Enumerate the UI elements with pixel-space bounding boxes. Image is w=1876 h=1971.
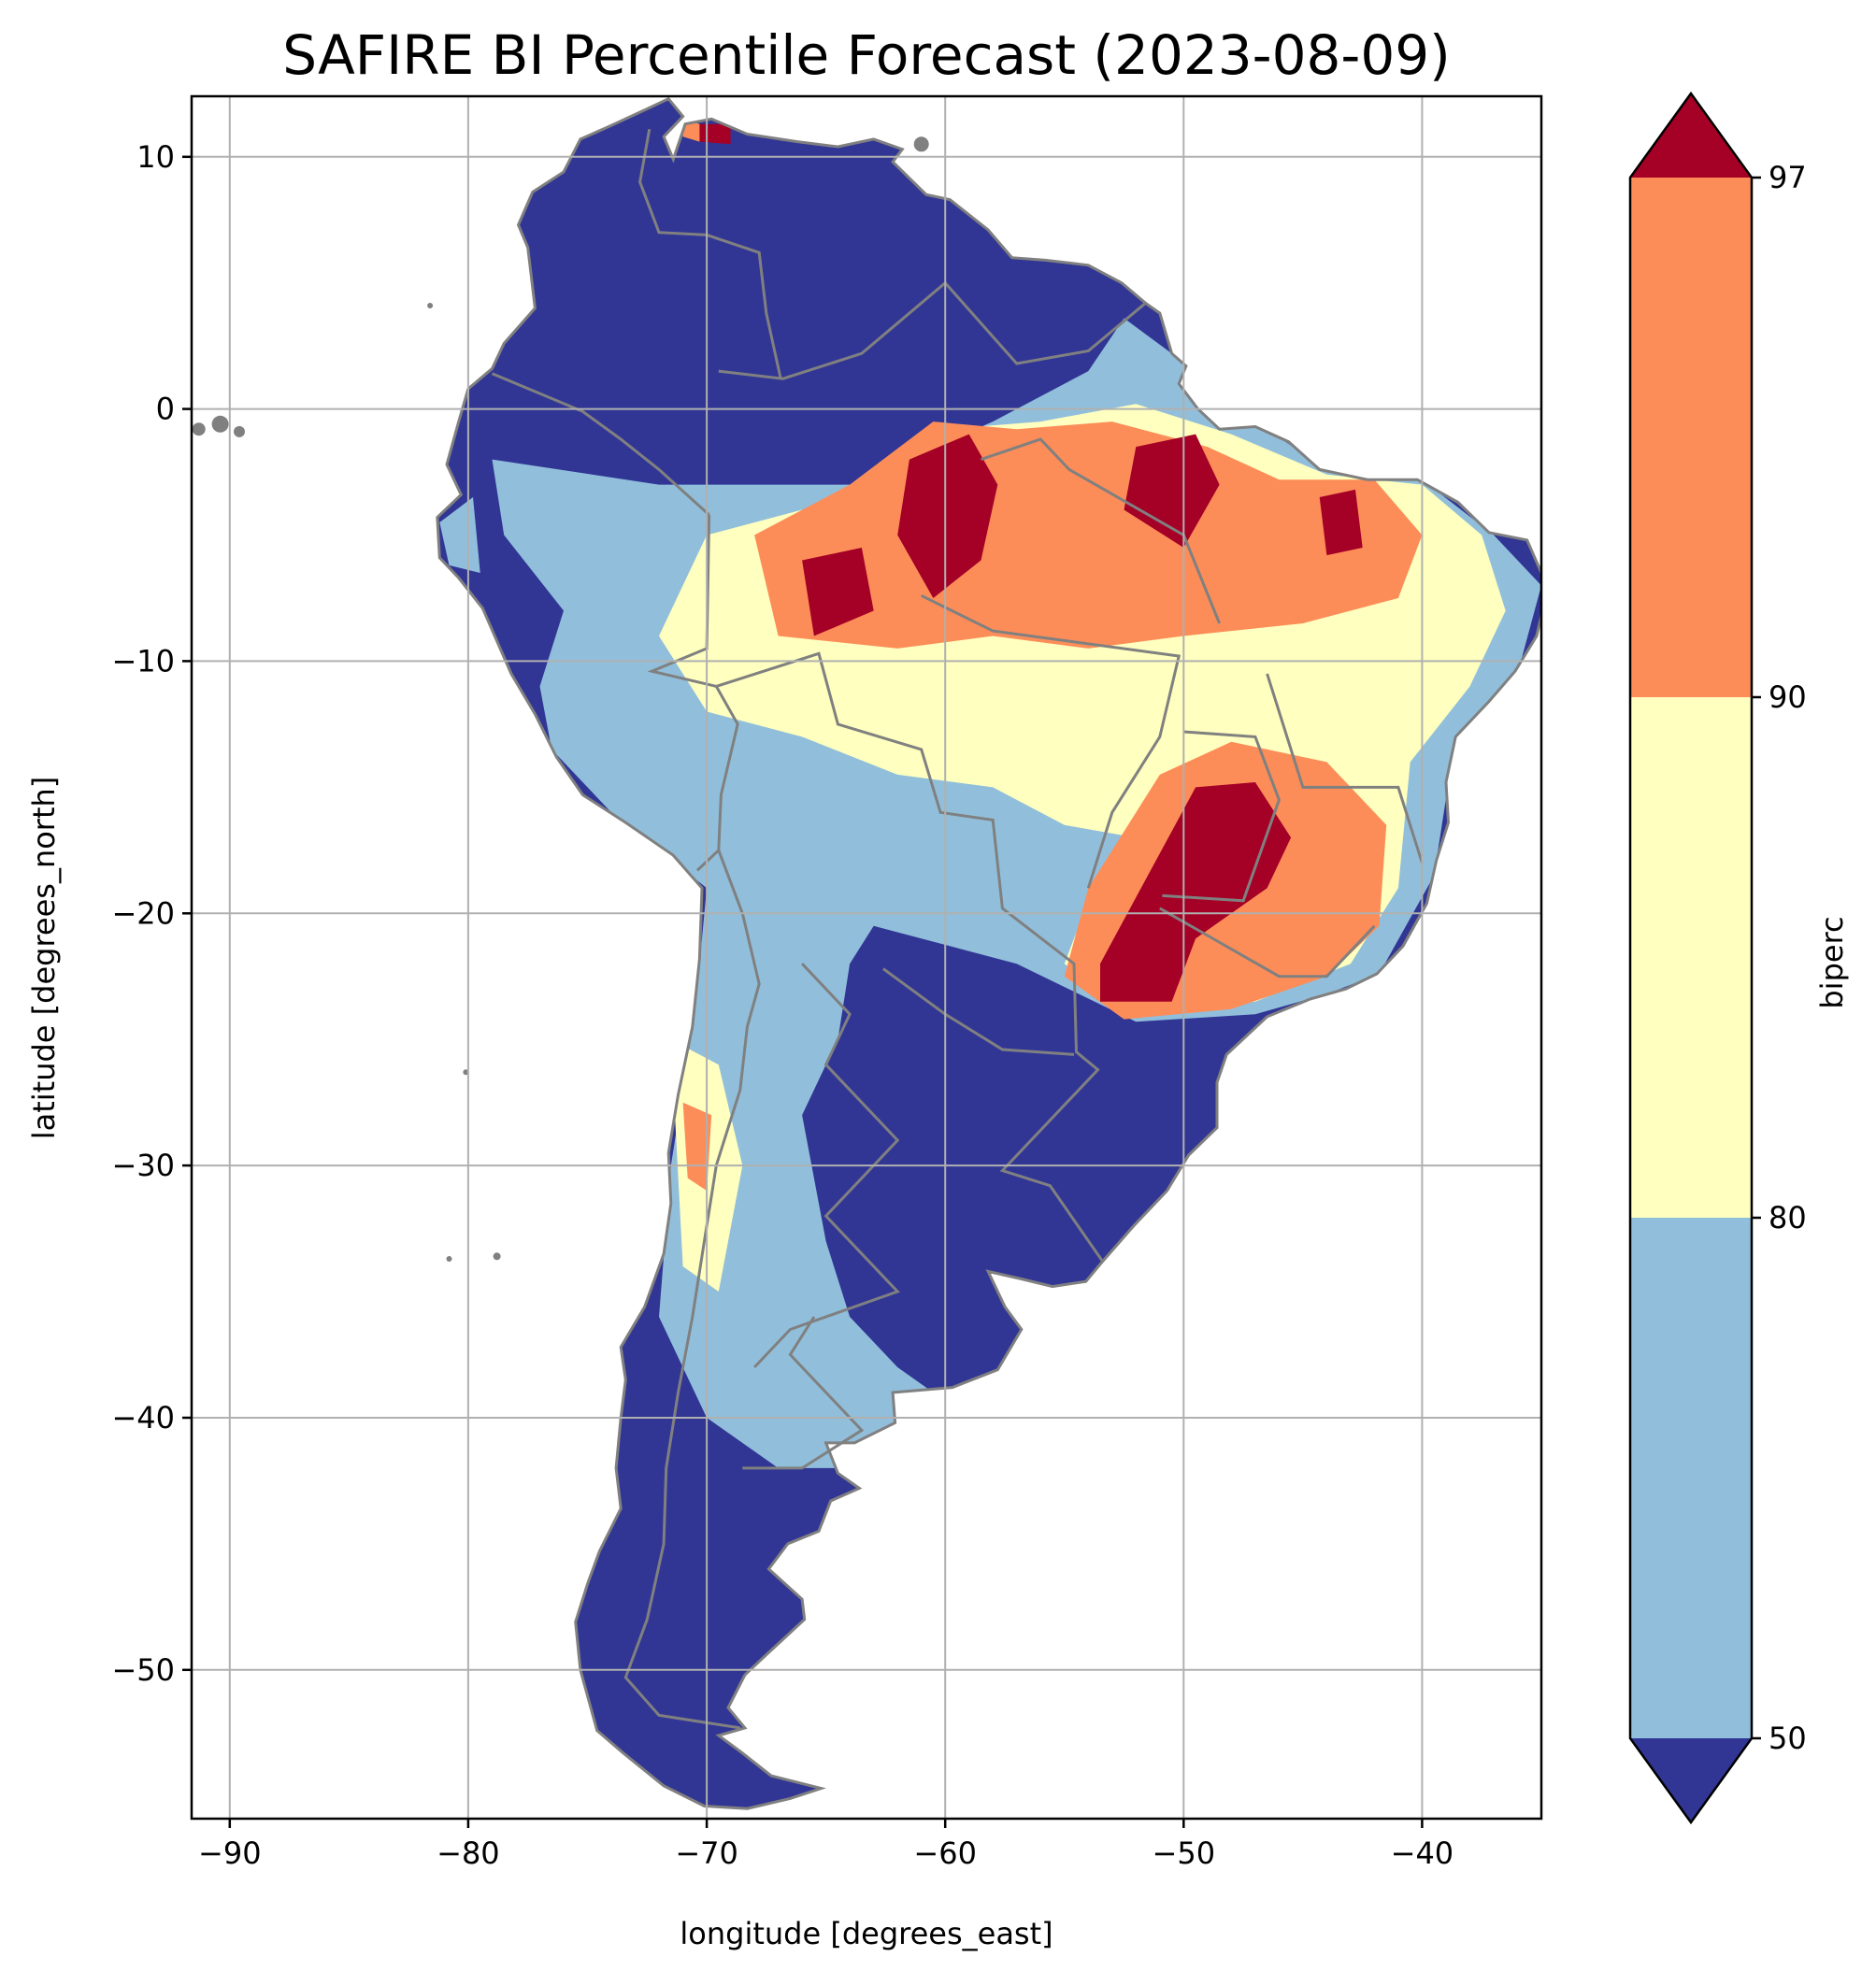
zone-above97-amazon-1 bbox=[897, 434, 998, 598]
island-2 bbox=[234, 425, 245, 437]
colorbar-band-90-97 bbox=[1630, 178, 1752, 697]
colorbar-tick-label: 90 bbox=[1769, 679, 1807, 715]
zone-above97-southeast bbox=[1100, 782, 1292, 1002]
x-axis-label: longitude [degrees_east] bbox=[680, 1916, 1053, 1951]
border-argentina-internal-2 bbox=[742, 1316, 865, 1470]
x-tick-label: −80 bbox=[437, 1835, 500, 1871]
border-state-minas bbox=[1159, 907, 1376, 978]
island-0 bbox=[211, 415, 229, 433]
gridlines bbox=[192, 96, 1541, 1819]
y-tick-label: −30 bbox=[111, 1148, 175, 1183]
y-tick-label: −40 bbox=[111, 1400, 175, 1435]
colorbar-tick-label: 80 bbox=[1769, 1200, 1807, 1235]
y-axis-label: latitude [degrees_north] bbox=[26, 777, 62, 1140]
island-3 bbox=[427, 303, 434, 308]
colorbar-band-50-80 bbox=[1630, 1218, 1752, 1738]
zone-above97-amazon-4 bbox=[1319, 489, 1363, 556]
map-title: SAFIRE BI Percentile Forecast (2023-08-0… bbox=[282, 23, 1451, 87]
border-state-matogrosso bbox=[921, 593, 1181, 889]
border-state-para bbox=[981, 437, 1221, 624]
x-axis-ticks: −90 −80 −70 −60 −50 −40 bbox=[198, 1819, 1454, 1871]
y-tick-label: −50 bbox=[111, 1652, 175, 1688]
x-tick-label: −60 bbox=[913, 1835, 977, 1871]
y-tick-label: 0 bbox=[156, 392, 175, 427]
y-tick-label: 10 bbox=[136, 139, 175, 175]
coastline bbox=[436, 96, 1541, 1810]
zone-above97-north bbox=[699, 123, 731, 145]
island-6 bbox=[446, 1256, 452, 1262]
islands bbox=[192, 136, 929, 1262]
x-tick-label: −50 bbox=[1153, 1835, 1216, 1871]
island-5 bbox=[493, 1252, 501, 1261]
zone-p50-80-coastal-ec bbox=[439, 497, 480, 573]
colorbar-label: biperc bbox=[1814, 916, 1850, 1008]
border-brazil-west bbox=[647, 514, 1104, 1263]
colorbar-tick-label: 50 bbox=[1769, 1721, 1807, 1756]
zone-above97-amazon-2 bbox=[1124, 434, 1220, 548]
border-state-goias bbox=[1162, 730, 1281, 903]
y-axis-ticks: 10 0 −10 −20 −30 −40 −50 bbox=[111, 139, 192, 1688]
x-tick-label: −40 bbox=[1391, 1835, 1454, 1871]
colorbar-tick-label: 97 bbox=[1769, 160, 1807, 195]
map-plot-area[interactable] bbox=[190, 94, 1544, 1821]
border-peru-colombia bbox=[491, 372, 710, 517]
y-tick-label: −10 bbox=[111, 643, 175, 678]
border-bolivia-chile-argentina bbox=[623, 850, 761, 1730]
zone-above97-amazon-3 bbox=[802, 548, 874, 636]
percentile-zones bbox=[439, 119, 1541, 1468]
border-argentina-internal-1 bbox=[753, 963, 900, 1369]
island-1 bbox=[192, 422, 206, 436]
border-peru-bolivia bbox=[695, 685, 739, 872]
island-7 bbox=[913, 136, 929, 152]
y-tick-label: −20 bbox=[111, 895, 175, 931]
zone-p90-97-andes bbox=[682, 1102, 712, 1192]
x-tick-label: −90 bbox=[198, 1835, 262, 1871]
plot-frame bbox=[190, 94, 1543, 1821]
colorbar-band-80-90 bbox=[1630, 697, 1752, 1218]
colorbar-extend-low bbox=[1630, 1738, 1752, 1822]
x-tick-label: −70 bbox=[675, 1835, 738, 1871]
border-state-bahia bbox=[1266, 673, 1424, 864]
border-argentina-paraguay bbox=[882, 967, 1075, 1056]
colorbar: 50 80 90 97 bbox=[1628, 91, 1807, 1825]
country-boundaries bbox=[436, 96, 1541, 1810]
colorbar-extend-high bbox=[1630, 93, 1752, 178]
